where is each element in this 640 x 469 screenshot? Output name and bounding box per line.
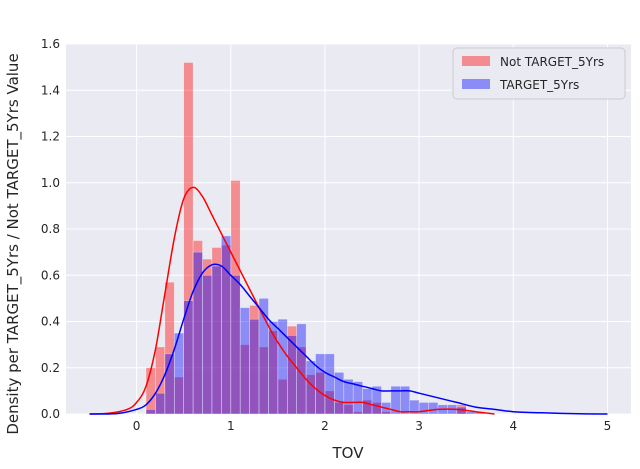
x-tick-label: 3 bbox=[415, 419, 423, 433]
histogram-bar bbox=[145, 367, 156, 415]
histogram-bar bbox=[371, 385, 382, 415]
y-axis-label: Density per TARGET_5Yrs / Not TARGET_5Yr… bbox=[4, 53, 23, 434]
histogram-bar bbox=[155, 392, 166, 415]
histogram-bar bbox=[362, 388, 373, 415]
histogram-bar bbox=[145, 409, 156, 415]
histogram-bar bbox=[286, 335, 298, 415]
histogram-bar bbox=[249, 318, 260, 415]
x-tick-label: 2 bbox=[321, 419, 329, 433]
y-axis-ticks: 0.0 0.2 0.4 0.6 0.8 1.0 1.2 1.4 1.6 bbox=[41, 37, 60, 421]
histogram-target bbox=[145, 235, 486, 415]
histogram-bar bbox=[221, 235, 232, 415]
kde-line-target bbox=[89, 263, 608, 415]
legend: Not TARGET_5Yrs TARGET_5Yrs bbox=[452, 47, 626, 100]
x-tick-label: 0 bbox=[133, 419, 141, 433]
y-tick-label: 0.4 bbox=[41, 315, 60, 329]
kde-line-not-target bbox=[89, 186, 495, 415]
histogram-bar bbox=[428, 402, 439, 415]
y-tick-label: 1.2 bbox=[41, 130, 60, 144]
y-tick-label: 1.0 bbox=[41, 176, 60, 190]
histogram-bar bbox=[239, 307, 250, 415]
legend-swatch-target bbox=[462, 79, 490, 89]
x-tick-label: 5 bbox=[604, 419, 612, 433]
x-axis-label: TOV bbox=[332, 444, 365, 462]
histogram-bar bbox=[183, 300, 194, 415]
histogram-bar bbox=[315, 353, 326, 415]
x-axis-ticks: 0 1 2 3 4 5 bbox=[133, 419, 611, 433]
histogram-bar bbox=[211, 265, 222, 415]
histogram-bar bbox=[324, 353, 335, 415]
legend-box bbox=[452, 47, 626, 100]
histogram-bar bbox=[343, 379, 354, 415]
y-tick-label: 0.0 bbox=[41, 407, 60, 421]
legend-label-target: TARGET_5Yrs bbox=[499, 78, 579, 92]
x-tick-label: 1 bbox=[227, 419, 235, 433]
x-tick-label: 4 bbox=[509, 419, 517, 433]
y-tick-label: 1.6 bbox=[41, 37, 60, 51]
legend-label-not-target: Not TARGET_5Yrs bbox=[500, 55, 604, 69]
y-tick-label: 1.4 bbox=[41, 83, 60, 97]
histogram-bar bbox=[230, 274, 241, 415]
histogram-bar bbox=[202, 274, 213, 415]
y-tick-label: 0.6 bbox=[41, 268, 60, 282]
y-tick-label: 0.8 bbox=[41, 222, 60, 236]
y-tick-label: 0.2 bbox=[41, 361, 60, 375]
kde-curves bbox=[89, 186, 608, 415]
legend-swatch-not-target bbox=[462, 56, 490, 66]
